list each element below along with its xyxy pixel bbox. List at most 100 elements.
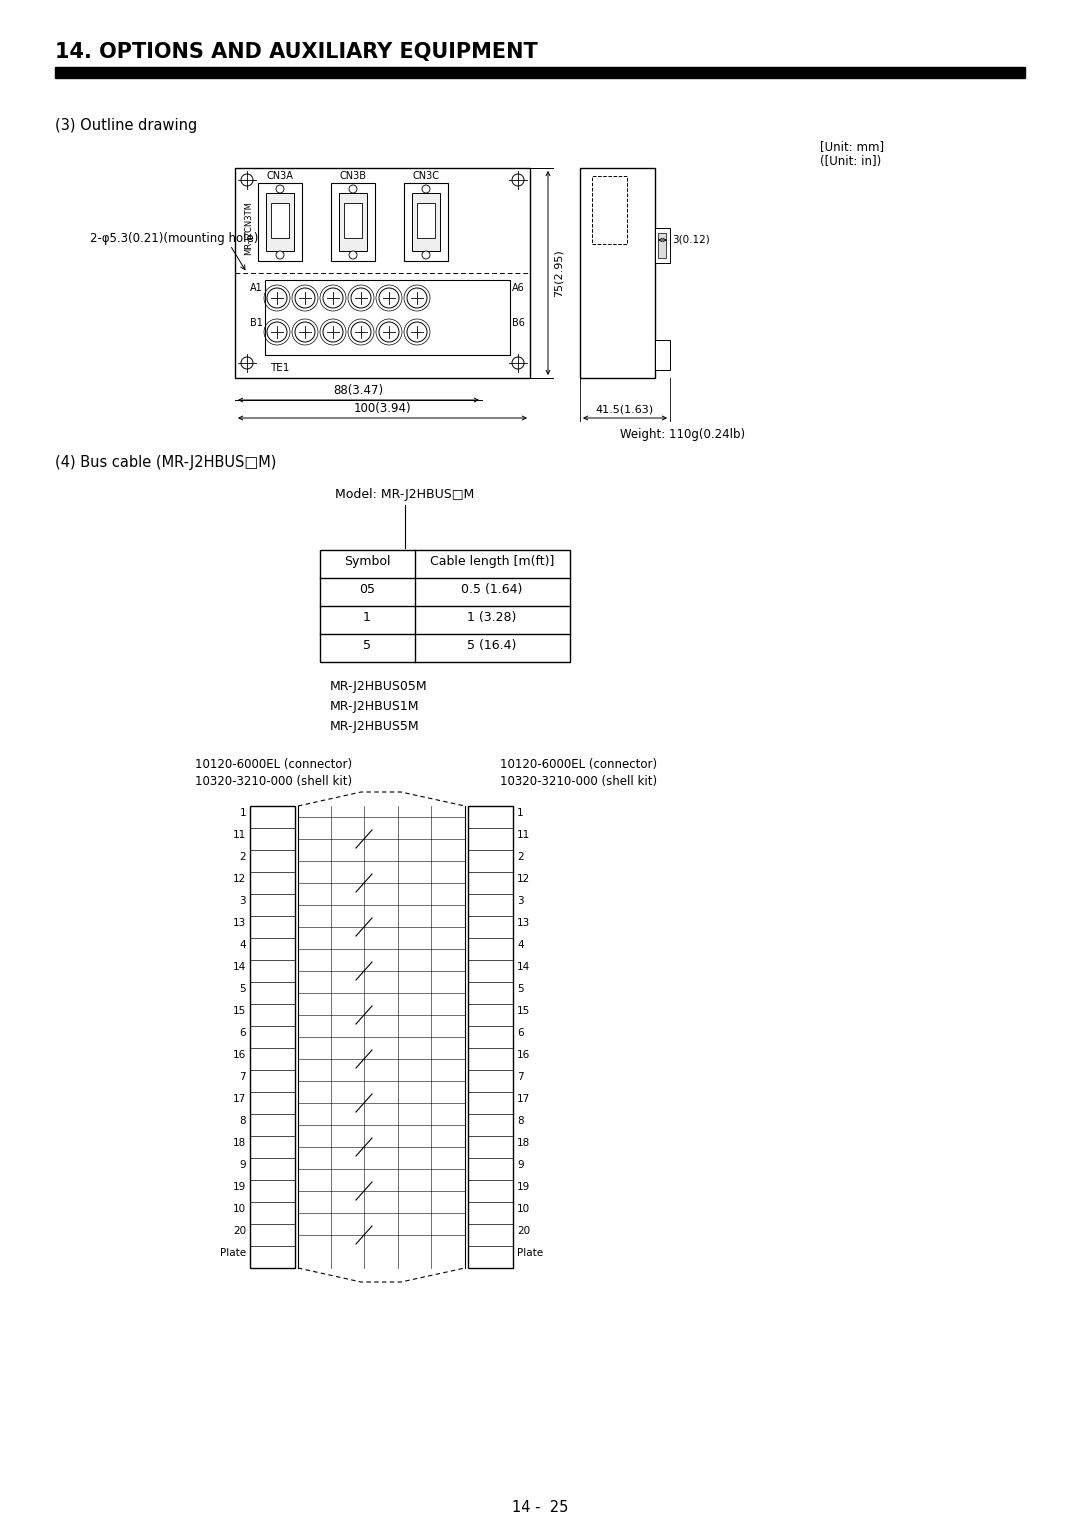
Text: 2-φ5.3(0.21)(mounting hole): 2-φ5.3(0.21)(mounting hole) <box>90 232 258 244</box>
Text: 14: 14 <box>517 963 530 972</box>
Text: TE1: TE1 <box>270 364 289 373</box>
Circle shape <box>349 185 357 193</box>
Text: 13: 13 <box>517 918 530 927</box>
Text: 88(3.47): 88(3.47) <box>333 384 383 397</box>
Text: MR-J2CN3TM: MR-J2CN3TM <box>244 202 254 255</box>
Text: 3(0.12): 3(0.12) <box>672 235 710 244</box>
Text: Symbol: Symbol <box>343 555 390 568</box>
Bar <box>654 228 670 263</box>
Bar <box>271 203 289 238</box>
Circle shape <box>349 251 357 260</box>
Text: 1: 1 <box>240 808 246 817</box>
Bar <box>339 193 367 251</box>
Circle shape <box>276 251 284 260</box>
Circle shape <box>323 287 343 309</box>
Text: (3) Outline drawing: (3) Outline drawing <box>55 118 198 133</box>
Text: [Unit: mm]
([Unit: in]): [Unit: mm] ([Unit: in]) <box>820 141 885 168</box>
Text: B6: B6 <box>512 318 525 329</box>
Text: 19: 19 <box>233 1183 246 1192</box>
Bar <box>658 232 666 258</box>
Text: 1: 1 <box>517 808 524 817</box>
Text: 8: 8 <box>517 1115 524 1126</box>
Bar <box>580 168 654 377</box>
Bar <box>404 183 448 261</box>
Text: 4: 4 <box>240 940 246 950</box>
Bar <box>258 183 302 261</box>
Bar <box>235 168 530 377</box>
Circle shape <box>276 185 284 193</box>
Text: 14: 14 <box>233 963 246 972</box>
Bar <box>265 280 510 354</box>
Text: B1: B1 <box>251 318 264 329</box>
Text: Model: MR-J2HBUS□M: Model: MR-J2HBUS□M <box>335 487 474 501</box>
Circle shape <box>422 251 430 260</box>
Bar <box>55 67 1025 78</box>
Text: A6: A6 <box>512 283 525 293</box>
Text: 2: 2 <box>517 853 524 862</box>
Text: 17: 17 <box>517 1094 530 1105</box>
Text: CN3B: CN3B <box>339 171 366 180</box>
Text: 05: 05 <box>359 584 375 596</box>
Text: A1: A1 <box>251 283 264 293</box>
Circle shape <box>422 185 430 193</box>
Text: 7: 7 <box>517 1073 524 1082</box>
Bar <box>266 193 294 251</box>
Text: Plate: Plate <box>517 1248 543 1258</box>
Circle shape <box>407 322 427 342</box>
Bar <box>411 193 440 251</box>
Text: 15: 15 <box>517 1005 530 1016</box>
Circle shape <box>351 287 372 309</box>
Text: CN3A: CN3A <box>267 171 294 180</box>
Circle shape <box>512 358 524 368</box>
Text: 16: 16 <box>233 1050 246 1060</box>
Bar <box>417 203 435 238</box>
Circle shape <box>379 322 399 342</box>
Text: 14 -  25: 14 - 25 <box>512 1500 568 1514</box>
Text: 1: 1 <box>363 611 370 623</box>
Text: 3: 3 <box>240 895 246 906</box>
Circle shape <box>351 322 372 342</box>
Text: 14. OPTIONS AND AUXILIARY EQUIPMENT: 14. OPTIONS AND AUXILIARY EQUIPMENT <box>55 41 538 63</box>
Text: 19: 19 <box>517 1183 530 1192</box>
Text: Weight: 110g(0.24lb): Weight: 110g(0.24lb) <box>620 428 745 442</box>
Circle shape <box>241 358 253 368</box>
Text: 3: 3 <box>517 895 524 906</box>
Text: 10320-3210-000 (shell kit): 10320-3210-000 (shell kit) <box>500 775 657 788</box>
Text: 17: 17 <box>233 1094 246 1105</box>
Text: MR-J2HBUS1M: MR-J2HBUS1M <box>330 700 419 714</box>
Text: 20: 20 <box>233 1225 246 1236</box>
Text: 9: 9 <box>240 1160 246 1170</box>
Text: 5: 5 <box>517 984 524 995</box>
Text: 18: 18 <box>517 1138 530 1148</box>
Text: 10: 10 <box>233 1204 246 1215</box>
Circle shape <box>241 174 253 186</box>
Circle shape <box>407 287 427 309</box>
Text: CN3C: CN3C <box>413 171 440 180</box>
Text: (4) Bus cable (MR-J2HBUS□M): (4) Bus cable (MR-J2HBUS□M) <box>55 455 276 471</box>
Text: 15: 15 <box>233 1005 246 1016</box>
Bar <box>468 805 513 1268</box>
Text: MR-J2HBUS5M: MR-J2HBUS5M <box>330 720 420 733</box>
Text: 12: 12 <box>233 874 246 885</box>
Text: 11: 11 <box>233 830 246 840</box>
Text: 5: 5 <box>363 639 372 652</box>
Text: 16: 16 <box>517 1050 530 1060</box>
Circle shape <box>267 287 287 309</box>
Text: 10120-6000EL (connector): 10120-6000EL (connector) <box>500 758 657 772</box>
Bar <box>320 550 570 662</box>
Text: 41.5(1.63): 41.5(1.63) <box>596 405 654 416</box>
Bar <box>330 183 375 261</box>
Text: 9: 9 <box>517 1160 524 1170</box>
Text: 12: 12 <box>517 874 530 885</box>
Text: 8: 8 <box>240 1115 246 1126</box>
Circle shape <box>512 174 524 186</box>
Circle shape <box>295 322 315 342</box>
Text: 13: 13 <box>233 918 246 927</box>
Text: 10120-6000EL (connector): 10120-6000EL (connector) <box>195 758 352 772</box>
Text: 10: 10 <box>517 1204 530 1215</box>
Bar <box>592 176 627 244</box>
Bar <box>249 805 295 1268</box>
Text: 1 (3.28): 1 (3.28) <box>468 611 516 623</box>
Circle shape <box>323 322 343 342</box>
Text: 2: 2 <box>240 853 246 862</box>
